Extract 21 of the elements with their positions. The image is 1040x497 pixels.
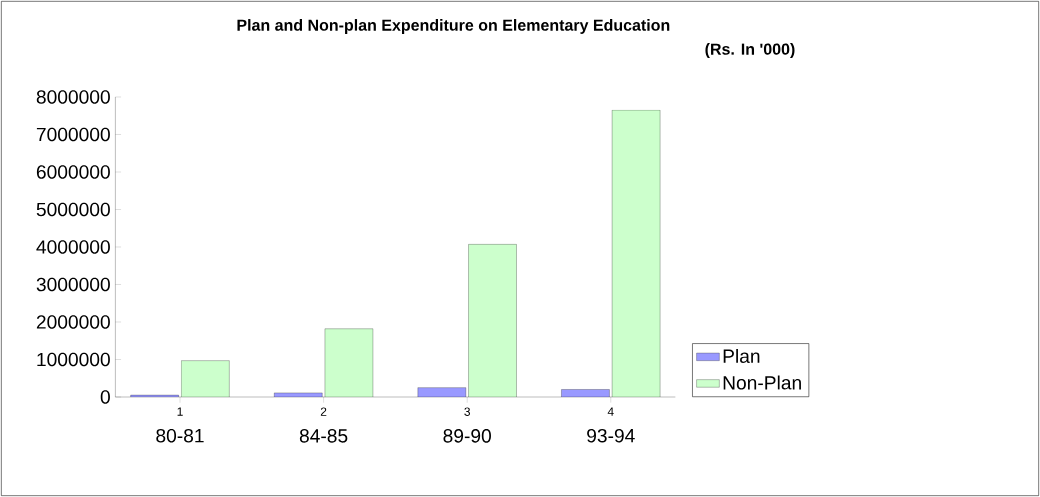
legend-label: Plan xyxy=(723,348,760,364)
y-tick-label: 1000000 xyxy=(37,352,110,367)
y-tick-label: 7000000 xyxy=(36,127,110,142)
text: (Rs. In '000) xyxy=(705,43,795,58)
text: 2 xyxy=(320,407,327,416)
text: 3 xyxy=(464,407,470,416)
x-tick-label: 80-81 xyxy=(156,428,204,443)
y-tick-label: 4000000 xyxy=(36,240,110,254)
y-tick-label: 2000000 xyxy=(36,315,110,329)
y-tick-label: 5000000 xyxy=(36,202,110,217)
legend-label: Non-Plan xyxy=(723,375,801,390)
x-tick-label: 93-94 xyxy=(587,428,635,443)
y-tick-label: 0 xyxy=(100,390,110,404)
text: 1 xyxy=(177,407,183,416)
text: 4 xyxy=(607,407,614,416)
y-tick-label: 3000000 xyxy=(36,277,110,292)
x-tick-label: 89-90 xyxy=(443,429,491,443)
chart-title: Plan and Non-plan Expenditure on Elementary Education xyxy=(237,19,670,34)
x-tick-label: 84-85 xyxy=(299,429,348,443)
y-tick-label: 8000000 xyxy=(36,90,110,104)
y-tick-label: 6000000 xyxy=(36,165,110,179)
